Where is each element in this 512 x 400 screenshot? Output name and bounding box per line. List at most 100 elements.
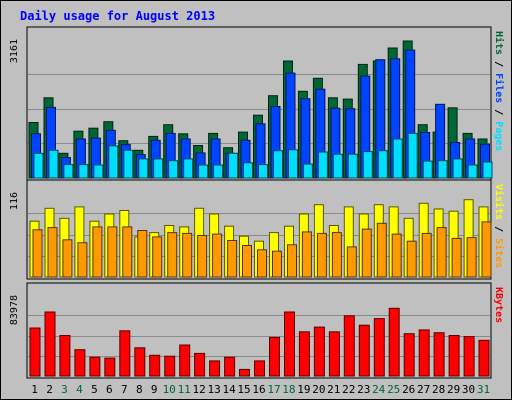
bar-kbytes-day-17 xyxy=(269,336,280,377)
bar-kbytes-day-1 xyxy=(29,327,41,377)
bar-kbytes-day-20 xyxy=(313,326,325,377)
bar-kbytes-day-29 xyxy=(448,335,460,377)
panel-kbytes: 83978 KBytes xyxy=(9,282,504,379)
bar-pages-day-16 xyxy=(258,164,268,179)
bar-sites-day-28 xyxy=(436,227,447,278)
bar-kbytes-day-15 xyxy=(239,368,250,377)
bar-kbytes-day-12 xyxy=(194,352,206,377)
x-axis-labels: 1 2 3 4 5 6 7 8 9 10 11 12 13 14 15 16 17 18 19 20 21 22 23 24 2… xyxy=(31,383,490,396)
bar-sites-day-4 xyxy=(77,242,88,278)
x-tick-label: 15 xyxy=(237,383,250,396)
bar-kbytes-day-7 xyxy=(119,330,131,377)
x-tick-label: 4 xyxy=(76,383,83,396)
x-tick-label: 24 xyxy=(372,383,386,396)
bar-pages-day-23 xyxy=(362,151,373,179)
bar-pages-day-3 xyxy=(63,164,74,179)
bar-sites-day-13 xyxy=(212,233,223,278)
bar-pages-day-15 xyxy=(243,162,253,179)
chart-title: Daily usage for August 2013 xyxy=(20,9,215,23)
bar-sites-day-5 xyxy=(92,226,103,278)
bar-kbytes-day-28 xyxy=(433,332,445,377)
bar-pages-day-27 xyxy=(422,160,433,179)
bar-kbytes-day-8 xyxy=(134,347,146,377)
bar-pages-day-5 xyxy=(93,164,104,179)
y-max-label: 83978 xyxy=(9,295,20,325)
bar-pages-day-28 xyxy=(437,160,448,179)
bar-pages-day-26 xyxy=(407,132,418,179)
x-tick-label: 21 xyxy=(327,383,340,396)
bar-pages-day-31 xyxy=(482,161,493,179)
bar-kbytes-day-3 xyxy=(59,335,71,377)
bar-pages-day-8 xyxy=(138,158,149,179)
bar-kbytes-day-21 xyxy=(328,331,340,377)
bar-sites-day-29 xyxy=(451,237,462,278)
right-series-labels: Visits / Sites xyxy=(493,184,505,268)
bar-kbytes-day-19 xyxy=(298,331,310,377)
bar-sites-day-8 xyxy=(137,230,148,278)
bar-kbytes-day-27 xyxy=(418,329,430,377)
bar-sites-day-27 xyxy=(421,232,432,278)
x-tick-label: 29 xyxy=(447,383,460,396)
legend-kbytes: KBytes xyxy=(493,287,504,323)
bar-pages-day-25 xyxy=(392,138,403,179)
bar-sites-day-19 xyxy=(301,231,312,278)
bar-sites-day-16 xyxy=(257,249,267,278)
bar-sites-day-3 xyxy=(62,239,73,278)
bar-sites-day-15 xyxy=(242,245,252,278)
bar-pages-day-14 xyxy=(228,152,239,179)
bar-pages-day-10 xyxy=(168,160,179,179)
legend-separator: / xyxy=(493,103,504,121)
legend-hits: Hits xyxy=(493,31,505,55)
bar-kbytes-day-5 xyxy=(89,356,101,377)
x-tick-label: 28 xyxy=(432,383,445,396)
panel-traffic: 3161 Hits / Files / Pages xyxy=(9,26,505,181)
bar-pages-day-11 xyxy=(183,158,194,179)
bar-pages-day-17 xyxy=(273,150,283,179)
bar-kbytes-day-2 xyxy=(44,311,56,377)
bar-sites-day-10 xyxy=(167,232,178,278)
x-tick-label: 1 xyxy=(31,383,38,396)
x-tick-label: 2 xyxy=(46,383,53,396)
bar-pages-day-22 xyxy=(347,153,358,179)
bar-sites-day-22 xyxy=(346,246,357,278)
legend-sites: Sites xyxy=(493,238,505,268)
bar-sites-day-7 xyxy=(122,226,133,278)
panel-visitors: 116 Visits / Sites xyxy=(9,179,505,280)
bar-sites-day-1 xyxy=(32,229,43,278)
x-tick-label: 19 xyxy=(297,383,310,396)
bar-kbytes-day-24 xyxy=(373,318,385,377)
bar-sites-day-2 xyxy=(47,227,58,278)
bar-pages-day-18 xyxy=(288,149,298,179)
x-tick-label: 16 xyxy=(252,383,265,396)
bar-sites-day-30 xyxy=(466,237,477,278)
bar-kbytes-day-25 xyxy=(388,307,400,377)
x-tick-label: 27 xyxy=(417,383,430,396)
bar-sites-day-24 xyxy=(376,222,387,278)
x-tick-label: 23 xyxy=(357,383,370,396)
x-tick-label: 12 xyxy=(192,383,205,396)
x-tick-label: 30 xyxy=(462,383,475,396)
bar-kbytes-day-26 xyxy=(403,333,415,377)
bar-pages-day-30 xyxy=(467,164,478,179)
bar-sites-day-25 xyxy=(391,233,402,278)
bar-kbytes-day-9 xyxy=(149,354,161,377)
bar-kbytes-day-30 xyxy=(463,336,475,377)
x-tick-label: 25 xyxy=(387,383,400,396)
right-series-labels: KBytes xyxy=(493,287,504,323)
x-tick-label: 20 xyxy=(312,383,325,396)
bar-sites-day-31 xyxy=(481,221,492,278)
y-max-label: 116 xyxy=(9,192,20,210)
bar-pages-day-1 xyxy=(33,152,44,179)
y-max-label: 3161 xyxy=(9,39,20,63)
legend-separator: / xyxy=(493,55,504,73)
bar-kbytes-day-4 xyxy=(74,349,86,377)
bar-pages-day-13 xyxy=(213,164,224,179)
legend-visits: Visits xyxy=(493,184,505,220)
x-tick-label: 31 xyxy=(477,383,490,396)
x-tick-label: 14 xyxy=(222,383,236,396)
bar-kbytes-day-22 xyxy=(343,315,355,377)
bar-kbytes-day-10 xyxy=(164,355,176,377)
bar-kbytes-day-11 xyxy=(179,344,191,377)
bar-pages-day-4 xyxy=(78,164,89,179)
